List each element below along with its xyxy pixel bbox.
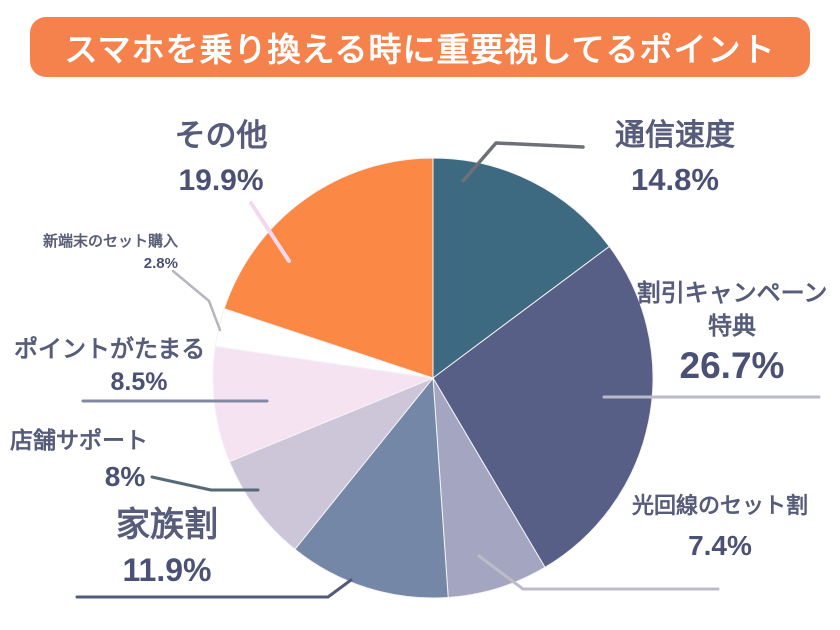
page-title: スマホを乗り換える時に重要視してるポイント bbox=[64, 31, 776, 68]
callout-label: 割引キャンペーン 特典 bbox=[636, 280, 828, 341]
callout-kazokuwari: 家族割 11.9% bbox=[78, 503, 256, 589]
callout-label: 店舗サポート bbox=[10, 427, 148, 453]
pie-slice-5 bbox=[212, 345, 435, 463]
callout-label: ポイントがたまる bbox=[14, 336, 206, 363]
callout-percent: 26.7% bbox=[679, 345, 785, 387]
pie-slice-1 bbox=[432, 245, 654, 569]
leader-line-tenpo-support bbox=[150, 475, 260, 492]
callout-label: 新端末のセット購入 bbox=[42, 233, 178, 250]
callout-percent: 7.4% bbox=[688, 529, 752, 561]
callout-sonota: その他 19.9% bbox=[132, 116, 310, 199]
leader-line-hikari-set bbox=[477, 554, 720, 591]
leader-line-tsushin-sokudo bbox=[461, 141, 585, 183]
leader-line-shintanmatsu bbox=[171, 269, 222, 332]
callout-label: 光回線のセット割 bbox=[631, 493, 808, 518]
callout-percent: 8% bbox=[104, 460, 146, 492]
leader-lines bbox=[75, 141, 821, 599]
leader-line-sonota bbox=[249, 201, 291, 263]
title-banner: スマホを乗り換える時に重要視してるポイント bbox=[30, 17, 810, 77]
callout-percent: 8.5% bbox=[110, 368, 168, 397]
callout-percent: 11.9% bbox=[122, 552, 212, 589]
callout-hikari-set: 光回線のセット割 7.4% bbox=[612, 492, 828, 562]
callout-tsushin-sokudo: 通信速度 14.8% bbox=[565, 116, 785, 198]
callout-point-tamaru: ポイントがたまる 8.5% bbox=[14, 334, 206, 397]
pie-slices bbox=[212, 157, 654, 599]
pie-slice-2 bbox=[432, 377, 546, 599]
leader-line-kazokuwari bbox=[75, 578, 353, 599]
pie-slice-7 bbox=[223, 157, 434, 379]
callout-tenpo-support: 店舗サポート 8% bbox=[10, 426, 240, 493]
callout-waribiki-campaign: 割引キャンペーン 特典 26.7% bbox=[626, 277, 838, 388]
callout-label: その他 bbox=[174, 118, 268, 153]
pie-slice-3 bbox=[294, 376, 449, 599]
callout-shintanmatsu: 新端末のセット購入 2.8% bbox=[28, 232, 178, 272]
pie-slice-0 bbox=[432, 157, 611, 379]
callout-percent: 14.8% bbox=[631, 162, 719, 197]
callout-percent: 19.9% bbox=[178, 164, 264, 198]
callout-label: 家族割 bbox=[116, 506, 218, 544]
callout-percent: 2.8% bbox=[143, 254, 178, 272]
callout-label: 通信速度 bbox=[615, 119, 735, 152]
pie-slice-4 bbox=[228, 377, 434, 550]
